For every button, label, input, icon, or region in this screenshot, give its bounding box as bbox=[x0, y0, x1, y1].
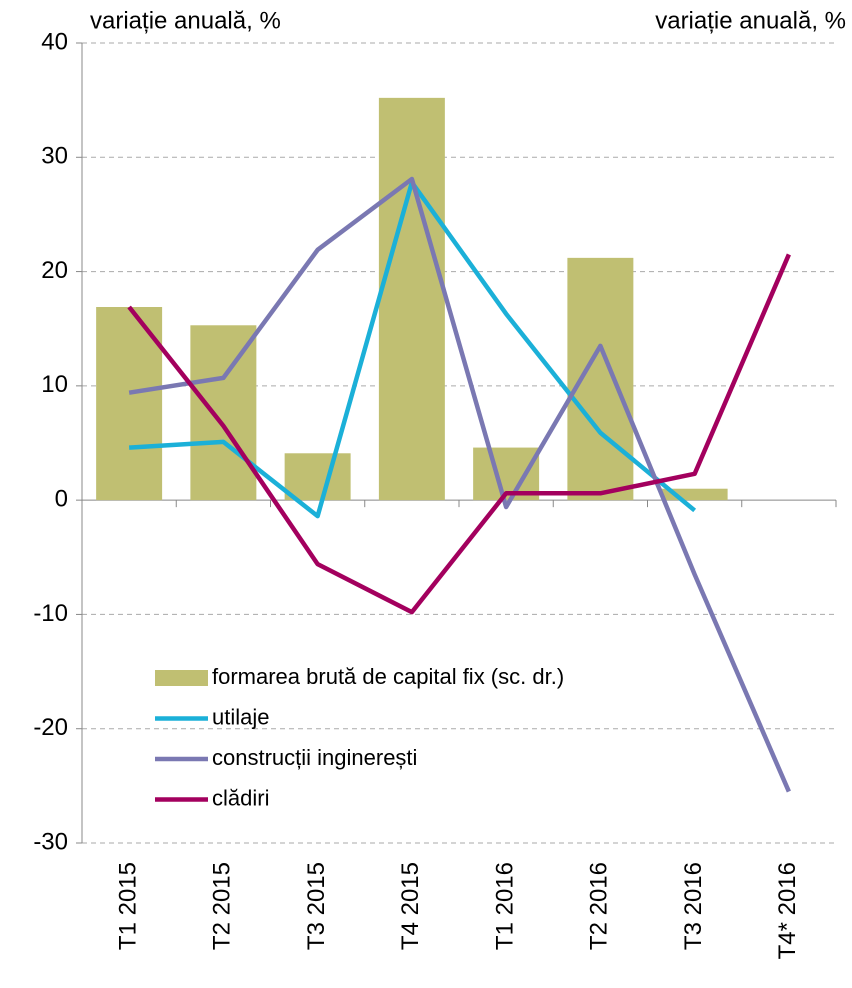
line bbox=[127, 253, 791, 615]
y-tick-label: -30 bbox=[33, 828, 68, 855]
x-tick-label: T2 2016 bbox=[586, 862, 613, 950]
legend-label: construcții inginerești bbox=[212, 745, 417, 770]
y-tick-label: 20 bbox=[41, 257, 68, 284]
x-tick-label: T1 2016 bbox=[491, 862, 518, 950]
y-axis-title: variație anuală, % bbox=[90, 7, 281, 34]
y-tick-label: -10 bbox=[33, 600, 68, 627]
x-tick-label: T1 2015 bbox=[114, 862, 141, 950]
bar bbox=[284, 453, 351, 501]
bar bbox=[567, 257, 634, 501]
y-tick-label: 0 bbox=[55, 485, 68, 512]
y-tick-label: 40 bbox=[41, 28, 68, 55]
x-tick-label: T3 2015 bbox=[303, 862, 330, 950]
legend-swatch bbox=[155, 670, 208, 686]
line bbox=[128, 176, 791, 793]
y2-axis-title: variație anuală, % bbox=[655, 7, 846, 34]
bar bbox=[96, 307, 163, 501]
y-tick-label: 10 bbox=[41, 371, 68, 398]
bar bbox=[378, 97, 445, 501]
legend-label: clădiri bbox=[212, 785, 269, 810]
legend-label: utilaje bbox=[212, 704, 269, 729]
x-tick-label: T4 2015 bbox=[397, 862, 424, 950]
legend-label: formarea brută de capital fix (sc. dr.) bbox=[212, 664, 564, 689]
bar bbox=[190, 325, 257, 501]
y-tick-label: 30 bbox=[41, 143, 68, 170]
y-tick-label: -20 bbox=[33, 714, 68, 741]
x-tick-label: T4* 2016 bbox=[774, 862, 801, 959]
bar bbox=[661, 488, 728, 501]
x-tick-label: T3 2016 bbox=[680, 862, 707, 950]
x-tick-label: T2 2015 bbox=[209, 862, 236, 950]
